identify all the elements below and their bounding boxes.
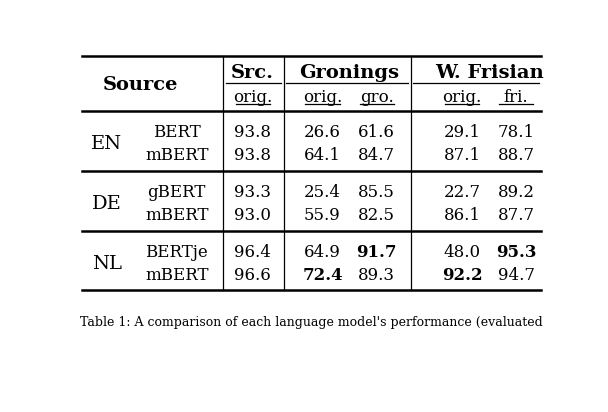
Text: orig.: orig. (303, 89, 342, 106)
Text: 78.1: 78.1 (497, 124, 535, 141)
Text: 96.4: 96.4 (234, 244, 271, 261)
Text: orig.: orig. (233, 89, 272, 106)
Text: 86.1: 86.1 (443, 207, 480, 224)
Text: 64.9: 64.9 (304, 244, 341, 261)
Text: 61.6: 61.6 (358, 124, 395, 141)
Text: W. Frisian: W. Frisian (435, 63, 544, 82)
Text: Table 1: A comparison of each language model's performance (evaluated: Table 1: A comparison of each language m… (80, 316, 543, 329)
Text: BERTje: BERTje (145, 244, 208, 261)
Text: 93.0: 93.0 (234, 207, 271, 224)
Text: 87.7: 87.7 (497, 207, 535, 224)
Text: DE: DE (92, 195, 122, 213)
Text: 48.0: 48.0 (443, 244, 480, 261)
Text: Source: Source (103, 76, 179, 94)
Text: 82.5: 82.5 (358, 207, 395, 224)
Text: gBERT: gBERT (148, 184, 206, 201)
Text: EN: EN (91, 135, 123, 153)
Text: orig.: orig. (443, 89, 482, 106)
Text: 72.4: 72.4 (302, 267, 343, 284)
Text: 95.3: 95.3 (496, 244, 536, 261)
Text: Gronings: Gronings (300, 63, 399, 82)
Text: 55.9: 55.9 (304, 207, 341, 224)
Text: 25.4: 25.4 (304, 184, 341, 201)
Text: 89.2: 89.2 (498, 184, 534, 201)
Text: fri.: fri. (504, 89, 528, 106)
Text: 64.1: 64.1 (304, 147, 341, 164)
Text: 22.7: 22.7 (443, 184, 480, 201)
Text: 92.2: 92.2 (441, 267, 482, 284)
Text: mBERT: mBERT (145, 267, 209, 284)
Text: NL: NL (92, 255, 122, 273)
Text: 93.8: 93.8 (234, 124, 271, 141)
Text: 91.7: 91.7 (356, 244, 397, 261)
Text: 85.5: 85.5 (358, 184, 395, 201)
Text: 26.6: 26.6 (304, 124, 341, 141)
Text: 89.3: 89.3 (358, 267, 395, 284)
Text: 94.7: 94.7 (498, 267, 534, 284)
Text: BERT: BERT (153, 124, 201, 141)
Text: 84.7: 84.7 (358, 147, 395, 164)
Text: 93.8: 93.8 (234, 147, 271, 164)
Text: 88.7: 88.7 (497, 147, 535, 164)
Text: 96.6: 96.6 (234, 267, 271, 284)
Text: mBERT: mBERT (145, 207, 209, 224)
Text: gro.: gro. (360, 89, 393, 106)
Text: 29.1: 29.1 (443, 124, 480, 141)
Text: 93.3: 93.3 (234, 184, 271, 201)
Text: 87.1: 87.1 (443, 147, 480, 164)
Text: mBERT: mBERT (145, 147, 209, 164)
Text: Src.: Src. (231, 63, 274, 82)
